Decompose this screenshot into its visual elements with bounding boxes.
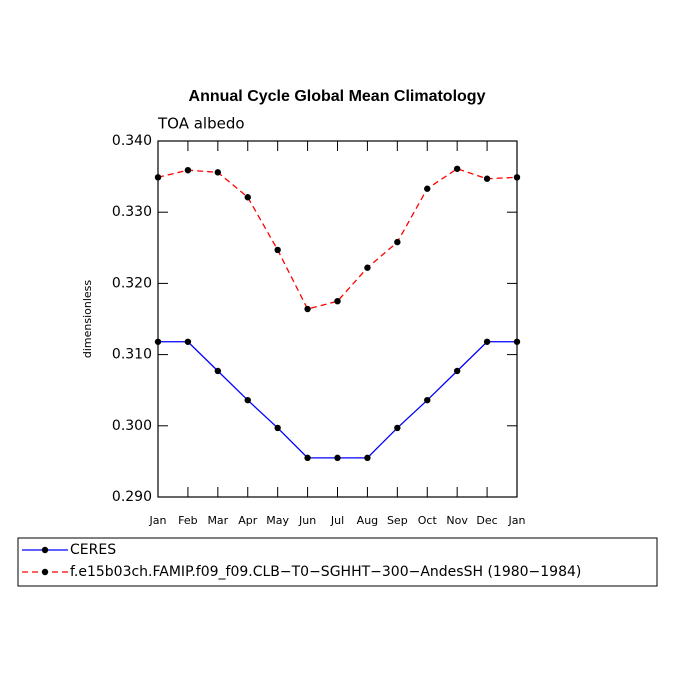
x-tick-label: Feb: [178, 514, 197, 527]
chart-title: Annual Cycle Global Mean Climatology: [189, 88, 486, 105]
y-tick-label: 0.300: [112, 418, 152, 434]
data-point: [274, 246, 281, 254]
series-line: [157, 168, 518, 310]
x-tick-label: Jan: [149, 514, 167, 527]
data-point: [244, 396, 251, 404]
data-point: [453, 165, 461, 172]
x-tick-label: May: [266, 514, 289, 527]
data-point: [364, 454, 371, 462]
data-point: [394, 238, 401, 246]
data-point: [214, 169, 222, 176]
data-point: [483, 175, 491, 182]
y-tick-label: 0.340: [112, 133, 152, 149]
x-tick-label: Jun: [298, 514, 316, 527]
legend-marker: [41, 568, 49, 576]
data-point: [274, 424, 281, 432]
data-point: [334, 298, 341, 305]
y-axis-label: dimensionless: [81, 280, 94, 359]
x-tick-label: Oct: [418, 514, 438, 527]
y-tick-label: 0.310: [112, 347, 152, 363]
data-point: [214, 367, 222, 375]
x-tick-label: Mar: [207, 514, 228, 527]
data-point: [334, 454, 341, 462]
x-tick-label: Aug: [357, 514, 378, 527]
data-point: [184, 338, 192, 345]
series-line: [158, 341, 517, 459]
data-point: [184, 166, 192, 174]
data-point: [424, 396, 431, 404]
data-point: [154, 338, 162, 345]
data-point: [513, 174, 521, 181]
subtitle: TOA albedo: [157, 115, 245, 133]
data-point: [304, 305, 311, 313]
x-tick-label: Sep: [387, 514, 408, 527]
data-point: [364, 264, 371, 271]
x-tick-label: Apr: [238, 514, 258, 527]
data-point: [304, 454, 311, 462]
plot-frame: [157, 140, 518, 498]
data-point: [424, 185, 431, 192]
x-tick-label: Jan: [508, 514, 526, 527]
data-point: [453, 367, 461, 375]
data-point: [244, 194, 251, 201]
x-tick-label: Nov: [446, 514, 468, 527]
data-point: [154, 174, 162, 181]
legend-box: [17, 537, 658, 587]
data-point: [513, 338, 521, 345]
x-tick-label: Dec: [476, 514, 497, 527]
legend-marker: [41, 546, 49, 554]
y-tick-label: 0.330: [112, 204, 152, 220]
y-tick-label: 0.320: [112, 275, 152, 291]
x-tick-label: Jul: [330, 514, 344, 527]
data-point: [483, 338, 491, 345]
legend-label: f.e15b03ch.FAMIP.f09_f09.CLB−T0−SGHHT−30…: [70, 564, 581, 580]
y-tick-label: 0.290: [112, 489, 152, 505]
data-point: [394, 424, 401, 432]
legend-label: CERES: [70, 542, 116, 558]
